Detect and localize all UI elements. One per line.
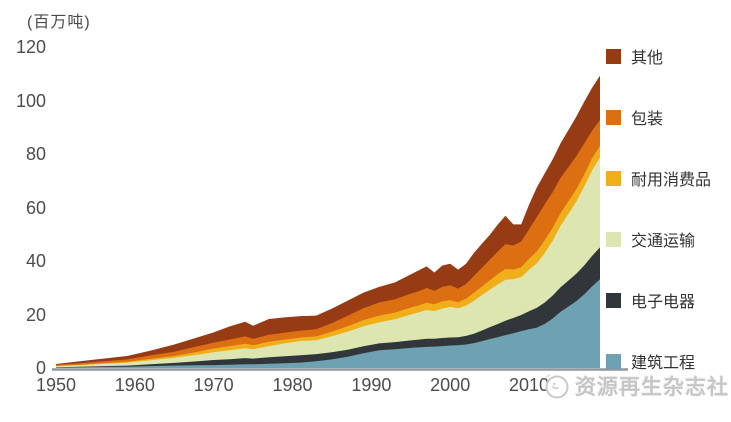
legend: 其他包装耐用消费品交通运输电子电器建筑工程 [606, 46, 712, 372]
legend-swatch [606, 48, 621, 64]
legend-label: 交通运输 [631, 233, 696, 250]
legend-swatch [606, 109, 621, 125]
legend-label: 耐用消费品 [631, 172, 712, 189]
area-band-交通运输 [56, 157, 600, 368]
legend-swatch [606, 292, 621, 308]
y-tick-label: 100 [15, 90, 46, 111]
y-tick-label: 80 [25, 144, 46, 164]
legend-label: 包装 [631, 111, 664, 128]
legend-swatch [606, 170, 621, 186]
legend-swatch [606, 353, 621, 369]
y-tick-label: 60 [25, 197, 46, 218]
x-tick-label: 2000 [430, 375, 471, 395]
area-band-电子电器 [56, 247, 600, 368]
legend-label: 电子电器 [631, 294, 696, 311]
y-tick-label: 0 [35, 358, 46, 378]
legend-item: 耐用消费品 [606, 168, 712, 189]
x-tick-label: 1980 [272, 375, 313, 395]
y-axis-unit-label: (百万吨) [27, 14, 91, 31]
legend-item: 交通运输 [606, 229, 711, 250]
watermark-text: 资源再生杂志社 [575, 376, 729, 399]
legend-label: 建筑工程 [631, 355, 696, 372]
x-tick-label: 1970 [193, 375, 234, 395]
x-tick-label: 1990 [351, 375, 392, 395]
watermark-logo-icon [545, 373, 569, 398]
legend-item: 电子电器 [606, 290, 711, 311]
legend-item: 其他 [606, 46, 711, 67]
watermark: 资源再生杂志社 [543, 371, 729, 401]
legend-swatch [606, 231, 621, 247]
legend-label: 其他 [631, 50, 664, 67]
legend-item: 包装 [606, 107, 711, 128]
y-tick-label: 20 [25, 304, 46, 325]
y-tick-label: 40 [25, 251, 46, 271]
x-tick-label: 2010 [509, 375, 550, 395]
x-tick-label: 1950 [35, 375, 77, 395]
x-tick-label: 1960 [114, 375, 155, 395]
legend-item: 建筑工程 [606, 351, 711, 372]
area-band-建筑工程 [56, 279, 600, 368]
y-tick-label: 120 [15, 37, 46, 57]
